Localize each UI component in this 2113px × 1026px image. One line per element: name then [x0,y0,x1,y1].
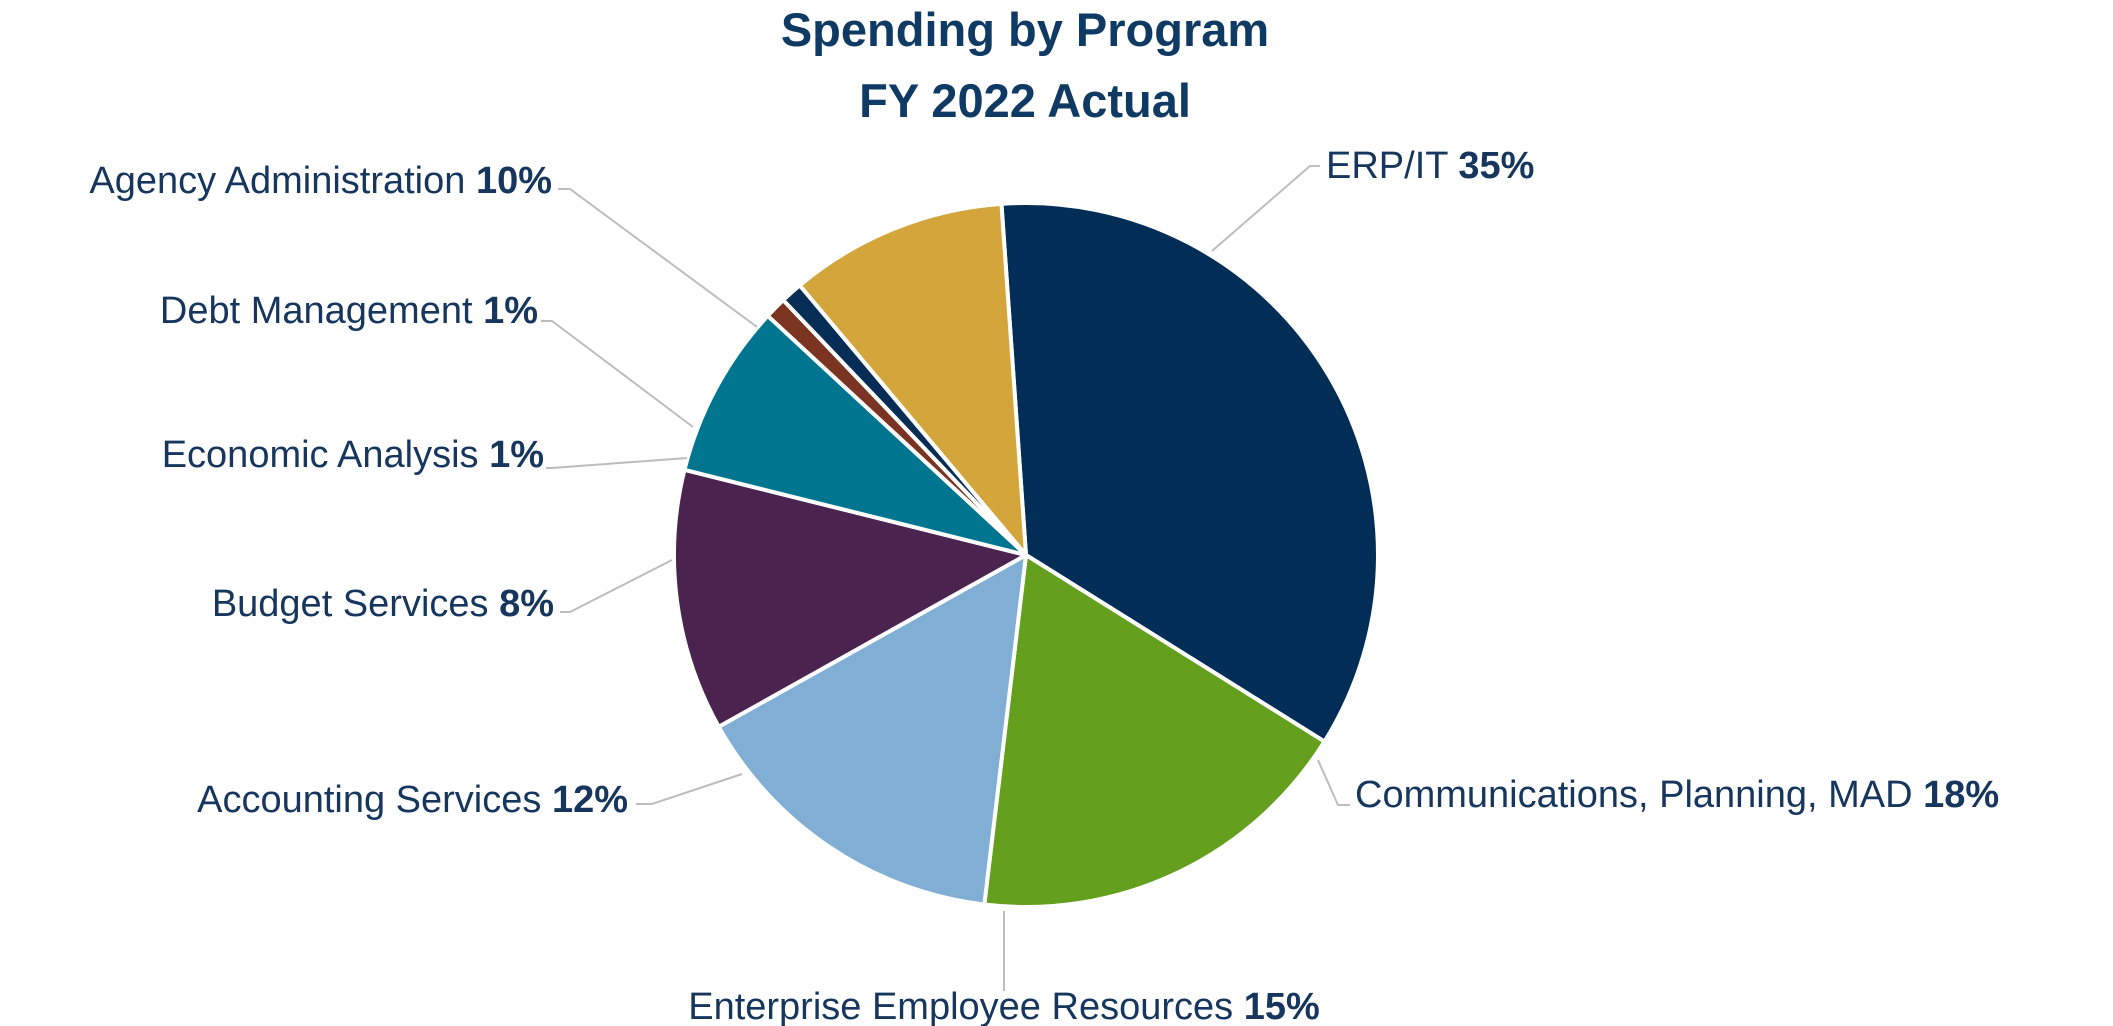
pie-slice-erp-it [999,201,1380,744]
leader-line [558,188,758,328]
slice-label-name: Economic Analysis [162,434,489,476]
slice-label-name: Budget Services [212,583,499,625]
leader-line [1317,759,1350,806]
pie-slice-budget-services [682,313,1028,557]
slice-label: Agency Administration 10% [89,160,552,202]
leader-line [560,559,673,613]
slice-label-value: 1% [483,290,538,332]
slice-label: Budget Services 8% [212,583,554,625]
pie-slice-agency-administration [797,201,1028,557]
slice-label-value: 1% [489,434,544,476]
slice-label-name: Enterprise Employee Resources [688,986,1243,1026]
pie-slice-enterprise-employee-resources [716,553,1028,907]
slice-label-name: ERP/IT [1326,145,1458,187]
leader-line [546,457,688,469]
slice-label: ERP/IT 35% [1326,145,1534,187]
chart-subtitle: FY 2022 Actual [859,74,1191,127]
leader-line [636,773,743,805]
slice-label-value: 18% [1923,774,1999,816]
slice-label-name: Communications, Planning, MAD [1355,774,1923,816]
slice-label-value: 8% [499,583,554,625]
slice-label-name: Agency Administration [89,160,476,202]
chart-title: Spending by Program [781,3,1269,56]
slice-label-value: 35% [1458,145,1534,187]
leader-line [1211,165,1320,252]
slice-label-value: 15% [1244,986,1320,1026]
slice-label: Economic Analysis 1% [162,434,544,476]
leader-line [541,320,694,428]
slice-label-name: Accounting Services [197,779,552,821]
slice-label: Accounting Services 12% [197,779,628,821]
slice-label: Enterprise Employee Resources 15% [688,986,1320,1026]
pie-slice-communications-planning-mad [982,553,1327,909]
slice-label-value: 12% [552,779,628,821]
slice-labels: ERP/IT 35% Communications, Planning, MAD … [89,145,1999,1026]
slice-label: Communications, Planning, MAD 18% [1355,774,1999,816]
slice-label-value: 10% [476,160,552,202]
slice-label-name: Debt Management [160,290,483,332]
pie-slices [672,201,1380,909]
leader-lines [541,165,1350,991]
slice-label: Debt Management 1% [160,290,538,332]
